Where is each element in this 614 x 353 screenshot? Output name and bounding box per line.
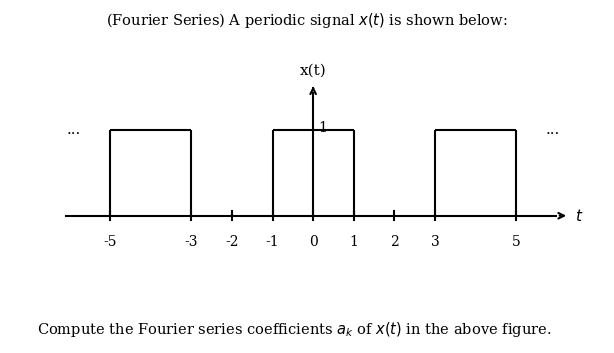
Text: -2: -2 — [225, 234, 239, 249]
Text: $t$: $t$ — [575, 208, 583, 224]
Text: (Fourier Series) A periodic signal $x(t)$ is shown below:: (Fourier Series) A periodic signal $x(t)… — [106, 11, 508, 30]
Text: x(t): x(t) — [300, 64, 327, 77]
Text: ...: ... — [66, 123, 80, 137]
Text: 2: 2 — [390, 234, 398, 249]
Text: 0: 0 — [309, 234, 317, 249]
Text: -1: -1 — [266, 234, 279, 249]
Text: ...: ... — [546, 123, 560, 137]
Text: 1: 1 — [349, 234, 358, 249]
Text: -5: -5 — [103, 234, 117, 249]
Text: Compute the Fourier series coefficients $a_k$ of $x(t)$ in the above figure.: Compute the Fourier series coefficients … — [37, 320, 551, 339]
Text: -3: -3 — [185, 234, 198, 249]
Text: 3: 3 — [430, 234, 440, 249]
Text: 5: 5 — [512, 234, 521, 249]
Text: 1: 1 — [318, 121, 327, 135]
